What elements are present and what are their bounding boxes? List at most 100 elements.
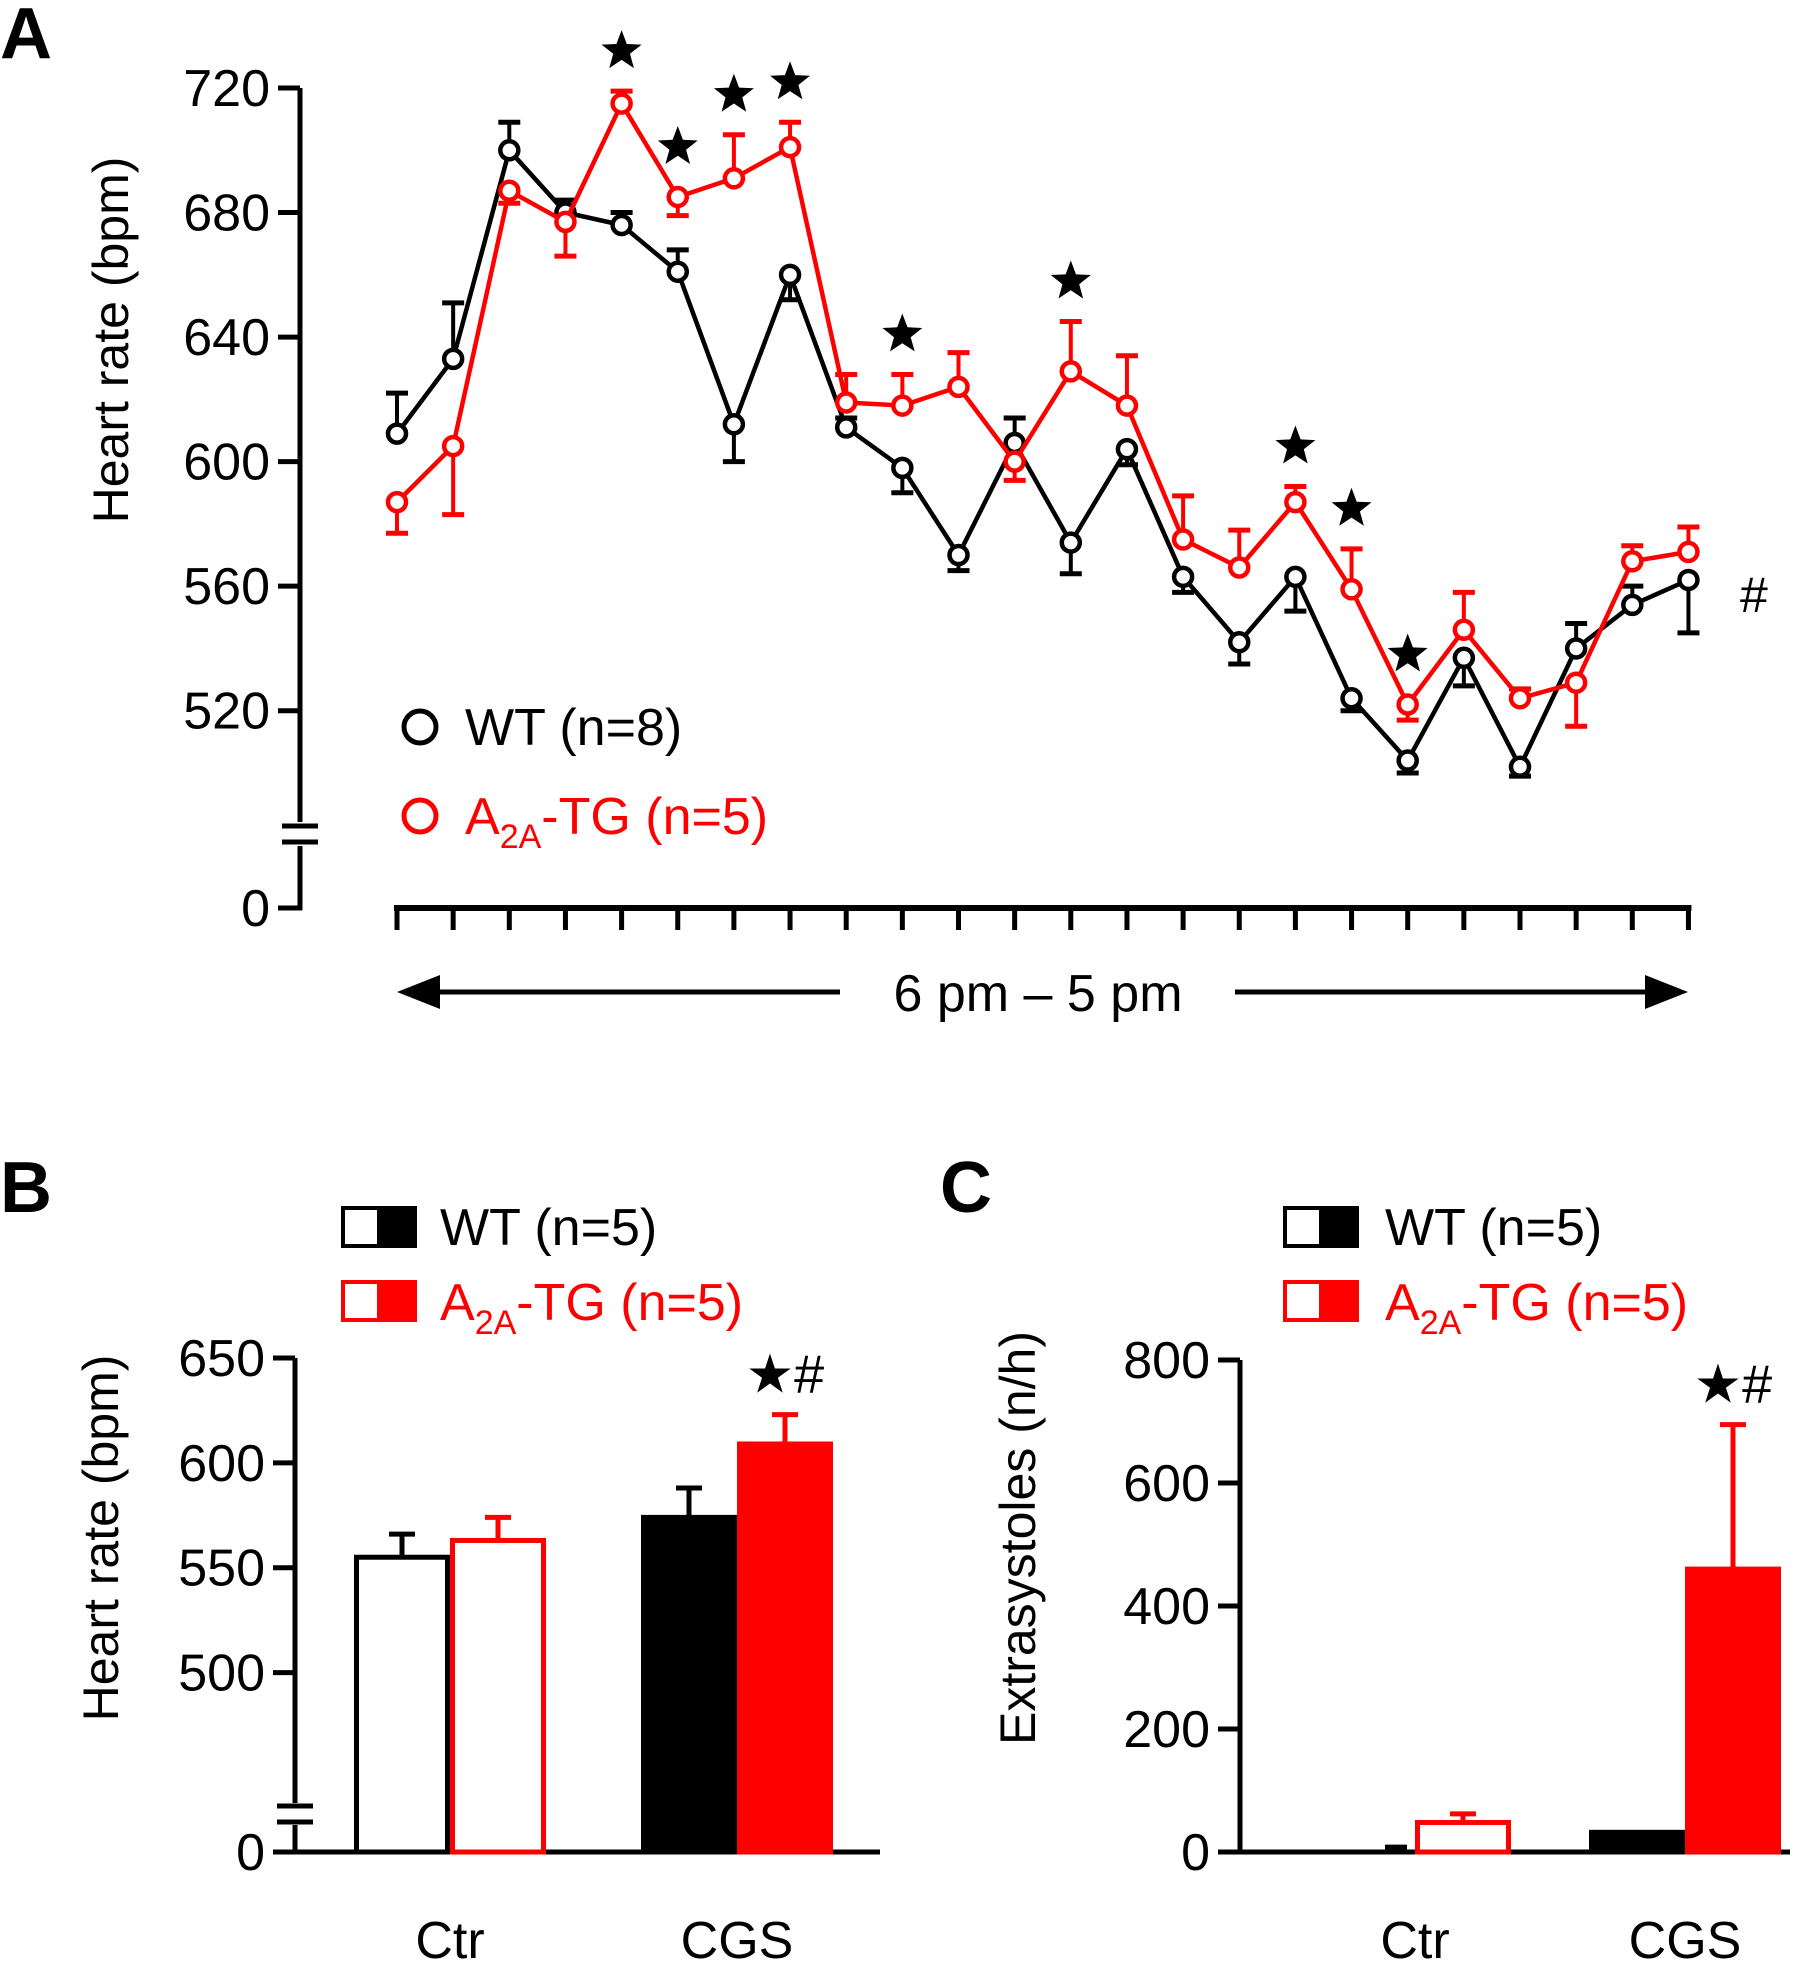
legend-tg-marker <box>401 797 439 835</box>
point-wt <box>610 213 633 237</box>
legend-tg-label: A2A-TG (n=5) <box>465 788 768 856</box>
panel-a-y-axis-title: Heart rate (bpm) <box>83 157 139 524</box>
point-a2a-tg <box>441 434 465 458</box>
significance-star <box>1275 425 1316 464</box>
panel-c-significance: ★# <box>1694 1355 1772 1415</box>
series-a2a-tg-line <box>385 88 1700 729</box>
point-wt <box>1677 568 1700 592</box>
point-wt <box>666 260 689 283</box>
legend-c-tg-swatch <box>1283 1280 1359 1322</box>
significance-star <box>882 313 923 352</box>
panel-a-axes <box>278 85 318 911</box>
bar-a2a-tg-ctr <box>450 1537 546 1855</box>
time-range-label: 6 pm – 5 pm <box>893 965 1182 1023</box>
point-a2a-tg <box>1564 671 1588 694</box>
point-a2a-tg <box>1621 550 1644 573</box>
point-wt <box>1115 437 1139 461</box>
point-a2a-tg <box>1003 450 1026 473</box>
panel-a-y-tick-label: 520 <box>183 683 270 741</box>
point-a2a-tg <box>778 135 802 159</box>
legend-wt-marker <box>401 708 439 746</box>
panel-a-line-chart: Heart rate (bpm) 520 560 600 640 680 720 0 # W… <box>83 30 1768 1023</box>
panel-c-category-ctr: Ctr <box>1380 1912 1449 1970</box>
bar-a2a-tg-cgs <box>1685 1566 1781 1855</box>
point-a2a-tg <box>947 375 970 399</box>
point-a2a-tg <box>1171 528 1195 551</box>
point-wt <box>891 456 914 480</box>
point-wt <box>722 413 746 436</box>
panel-a-y-tick-label-zero: 0 <box>241 880 270 938</box>
bar-wt-cgs <box>641 1514 737 1855</box>
point-wt <box>834 416 858 439</box>
point-a2a-tg <box>1059 360 1083 383</box>
point-a2a-tg <box>1284 490 1307 514</box>
panel-c-category-cgs: CGS <box>1629 1912 1742 1970</box>
panel-a-x-ticks <box>394 905 1692 930</box>
time-range-arrow: 6 pm – 5 pm <box>397 965 1688 1023</box>
point-a2a-tg <box>1396 693 1419 716</box>
point-a2a-tg <box>498 179 521 202</box>
point-wt <box>1228 630 1251 654</box>
point-a2a-tg <box>1115 394 1139 417</box>
panel-b-y-tick-label: 550 <box>178 1540 265 1598</box>
panel-b-bars <box>354 1412 833 1855</box>
point-a2a-tg <box>1340 578 1363 601</box>
panel-c-y-tick-label: 600 <box>1123 1455 1210 1513</box>
point-a2a-tg <box>1452 618 1476 642</box>
panel-a-y-tick-label: 680 <box>183 185 270 243</box>
panel-a-y-tick-label: 560 <box>183 558 270 616</box>
panel-c-y-tick-label: 800 <box>1123 1332 1210 1390</box>
panel-b-axis-break <box>277 1803 313 1825</box>
significance-star <box>657 126 698 164</box>
point-wt <box>778 263 802 287</box>
panel-b-y-tick-label-zero: 0 <box>236 1824 265 1882</box>
point-a2a-tg <box>666 185 689 209</box>
panel-b-y-tick-labels: 500 550 600 650 0 <box>178 1330 265 1882</box>
panel-b-category-cgs: CGS <box>681 1912 794 1970</box>
point-wt <box>1452 646 1476 670</box>
panel-c-y-tick-label: 400 <box>1123 1578 1210 1636</box>
legend-c-tg-label: A2A-TG (n=5) <box>1385 1274 1688 1342</box>
point-wt <box>1508 755 1532 779</box>
point-wt <box>1284 565 1307 589</box>
panel-b-y-axis-title: Heart rate (bpm) <box>73 1355 129 1722</box>
point-a2a-tg <box>1677 540 1700 564</box>
panel-b-significance: ★# <box>746 1345 824 1405</box>
line-a2a-tg <box>395 101 1689 707</box>
point-a2a-tg <box>891 394 914 417</box>
point-wt <box>1059 531 1083 554</box>
significance-star <box>713 73 754 112</box>
point-a2a-tg <box>385 490 409 514</box>
legend-c-wt-swatch <box>1283 1206 1359 1248</box>
point-a2a-tg <box>1508 687 1532 710</box>
panel-a-y-tick-labels: 520 560 600 640 680 720 0 <box>183 60 270 938</box>
panel-a-y-tick-label: 600 <box>183 434 270 492</box>
panel-c-y-tick-labels: 0 200 400 600 800 <box>1123 1332 1210 1882</box>
significance-star <box>1387 633 1428 672</box>
point-wt <box>1621 593 1644 617</box>
panel-b-y-tick-label: 500 <box>178 1645 265 1703</box>
point-wt <box>385 422 409 445</box>
panel-b-y-tick-label: 650 <box>178 1330 265 1388</box>
panel-b-bar-chart: Heart rate (bpm) 500 550 600 650 0 Ctr CGS ★… <box>73 1199 880 1970</box>
panel-a-hash-mark: # <box>1740 567 1768 623</box>
point-wt <box>498 139 521 162</box>
significance-star <box>770 61 810 100</box>
panel-a-y-tick-label: 640 <box>183 309 270 367</box>
point-wt <box>441 347 465 371</box>
panel-a-y-tick-label: 720 <box>183 60 270 118</box>
panel-c-y-axis-title: Extrasystoles (n/h) <box>990 1331 1046 1745</box>
significance-star <box>1050 260 1091 299</box>
point-a2a-tg <box>722 167 746 190</box>
point-wt <box>1396 749 1419 772</box>
point-wt <box>1564 637 1588 660</box>
series-wt-line <box>385 119 1700 779</box>
panel-b-category-ctr: Ctr <box>415 1912 484 1970</box>
bar-wt-cgs <box>1589 1829 1685 1855</box>
panel-c-bar-chart: Extrasystoles (n/h) 0 200 400 600 800 Ctr CG… <box>990 1199 1790 1970</box>
point-a2a-tg <box>1228 556 1251 579</box>
point-wt <box>1171 565 1195 589</box>
bar-wt-ctr <box>354 1554 450 1855</box>
panel-a-axis-break <box>282 823 318 845</box>
